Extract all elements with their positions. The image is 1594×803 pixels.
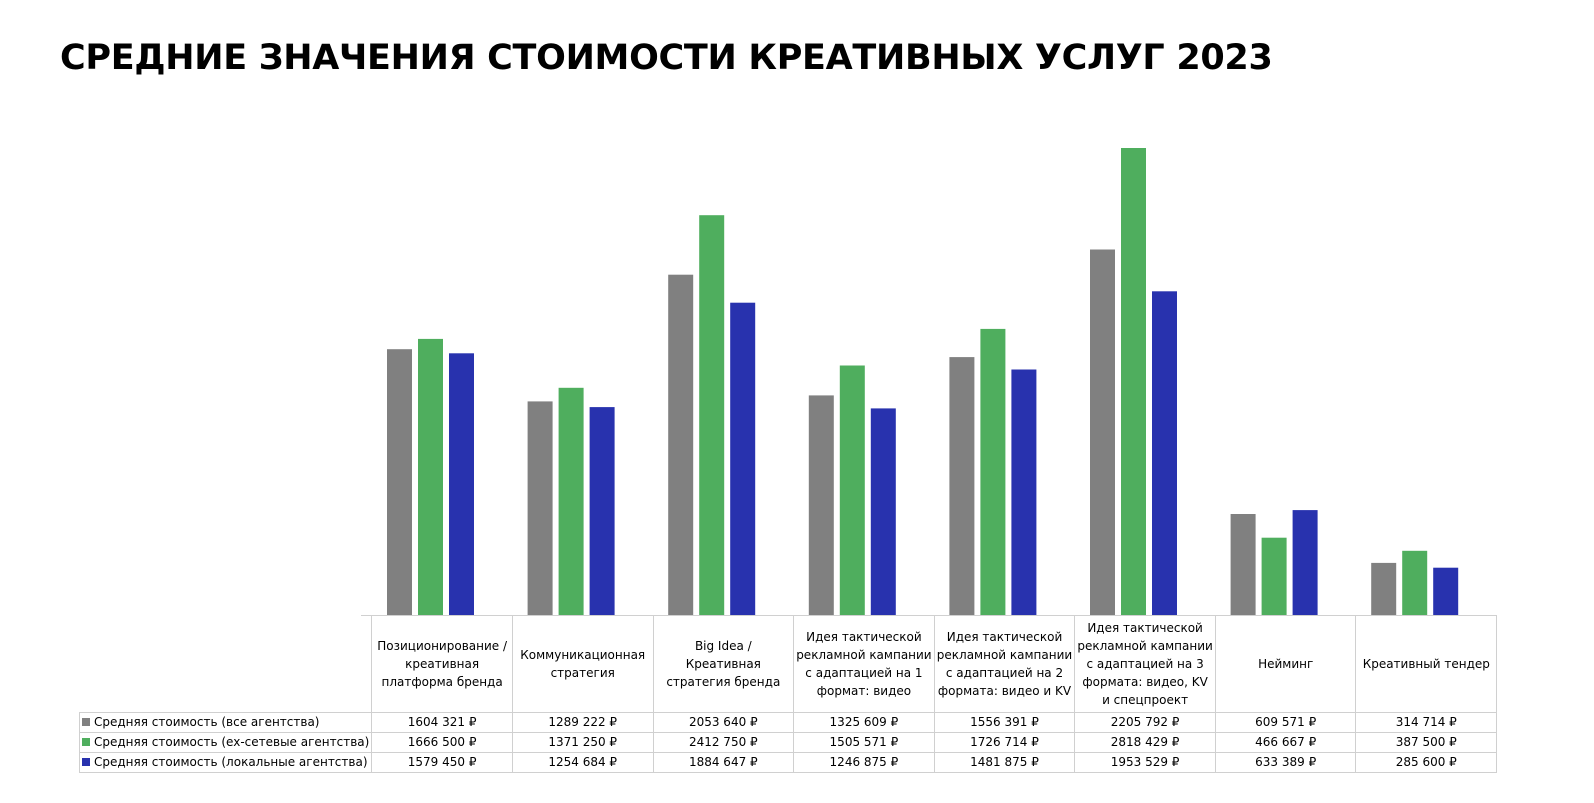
legend-entry: Средняя стоимость (локальные агентства) bbox=[78, 752, 373, 773]
value-label: 2412 750 ₽ bbox=[652, 732, 795, 753]
value-label: 1246 875 ₽ bbox=[793, 752, 935, 773]
value-label: 633 389 ₽ bbox=[1214, 752, 1357, 773]
bar bbox=[980, 328, 1006, 615]
category-label: Big Idea / Креативная стратегия бренда bbox=[652, 615, 795, 713]
value-label: 285 600 ₽ bbox=[1355, 752, 1498, 773]
value-label: 387 500 ₽ bbox=[1355, 732, 1498, 753]
category-label: Нейминг bbox=[1214, 615, 1357, 713]
bar bbox=[1371, 562, 1397, 615]
value-label: 2205 792 ₽ bbox=[1074, 712, 1216, 733]
category-label: Идея тактической рекламной кампании с ад… bbox=[933, 615, 1076, 713]
bar bbox=[1152, 291, 1177, 615]
value-label: 1289 222 ₽ bbox=[511, 712, 654, 733]
page-title: СРЕДНИЕ ЗНАЧЕНИЯ СТОИМОСТИ КРЕАТИВНЫХ УС… bbox=[60, 38, 1273, 78]
bar bbox=[589, 407, 615, 615]
bar bbox=[449, 353, 474, 615]
value-label: 1371 250 ₽ bbox=[511, 732, 654, 753]
legend-swatch bbox=[82, 758, 90, 766]
bar-chart bbox=[361, 148, 1486, 616]
bar bbox=[808, 395, 834, 615]
category-label: Идея тактической рекламной кампании с ад… bbox=[793, 615, 935, 713]
value-label: 1481 875 ₽ bbox=[933, 752, 1076, 773]
category-label: Идея тактической рекламной кампании с ад… bbox=[1074, 615, 1216, 713]
series-name: Средняя стоимость (локальные агентства) bbox=[94, 755, 368, 769]
legend-entry: Средняя стоимость (ex-сетевые агентства) bbox=[78, 732, 373, 753]
bar bbox=[527, 401, 553, 615]
bar bbox=[1090, 249, 1115, 615]
bar bbox=[418, 338, 443, 615]
value-label: 1325 609 ₽ bbox=[793, 712, 935, 733]
value-label: 1884 647 ₽ bbox=[652, 752, 795, 773]
value-label: 609 571 ₽ bbox=[1214, 712, 1357, 733]
value-label: 1579 450 ₽ bbox=[371, 752, 513, 773]
bar bbox=[668, 274, 694, 615]
bar bbox=[839, 365, 865, 615]
value-label: 466 667 ₽ bbox=[1214, 732, 1357, 753]
bar bbox=[558, 387, 584, 615]
bar bbox=[1433, 567, 1459, 615]
legend-swatch bbox=[82, 738, 90, 746]
bar bbox=[1261, 537, 1287, 615]
bar bbox=[1011, 369, 1037, 615]
bar bbox=[949, 357, 975, 615]
category-label: Креативный тендер bbox=[1355, 615, 1498, 713]
value-label: 314 714 ₽ bbox=[1355, 712, 1498, 733]
bar bbox=[699, 215, 725, 615]
series-name: Средняя стоимость (все агентства) bbox=[94, 715, 320, 729]
bar bbox=[1292, 510, 1318, 615]
bar bbox=[1402, 550, 1428, 615]
table-row: Средняя стоимость (все агентства) 1604 32… bbox=[78, 712, 1498, 733]
bar bbox=[730, 302, 756, 615]
table-row: Средняя стоимость (локальные агентства) 1… bbox=[78, 752, 1498, 773]
data-table: Позиционирование / креативная платформа … bbox=[78, 615, 1498, 773]
value-label: 1726 714 ₽ bbox=[933, 732, 1076, 753]
value-label: 1953 529 ₽ bbox=[1074, 752, 1216, 773]
series-name: Средняя стоимость (ex-сетевые агентства) bbox=[94, 735, 370, 749]
category-label: Позиционирование / креативная платформа … bbox=[371, 615, 513, 713]
value-label: 1505 571 ₽ bbox=[793, 732, 935, 753]
legend-swatch bbox=[82, 718, 90, 726]
value-label: 2818 429 ₽ bbox=[1074, 732, 1216, 753]
value-label: 1604 321 ₽ bbox=[371, 712, 513, 733]
bar bbox=[1121, 148, 1146, 615]
value-label: 1666 500 ₽ bbox=[371, 732, 513, 753]
bar bbox=[387, 349, 412, 615]
table-row: Средняя стоимость (ex-сетевые агентства)… bbox=[78, 732, 1498, 753]
value-label: 2053 640 ₽ bbox=[652, 712, 795, 733]
bar bbox=[1230, 514, 1256, 615]
table-corner bbox=[79, 615, 373, 713]
legend-entry: Средняя стоимость (все агентства) bbox=[78, 712, 373, 733]
value-label: 1556 391 ₽ bbox=[933, 712, 1076, 733]
value-label: 1254 684 ₽ bbox=[511, 752, 654, 773]
category-label: Коммуникационная стратегия bbox=[511, 615, 654, 713]
bar bbox=[870, 408, 896, 615]
